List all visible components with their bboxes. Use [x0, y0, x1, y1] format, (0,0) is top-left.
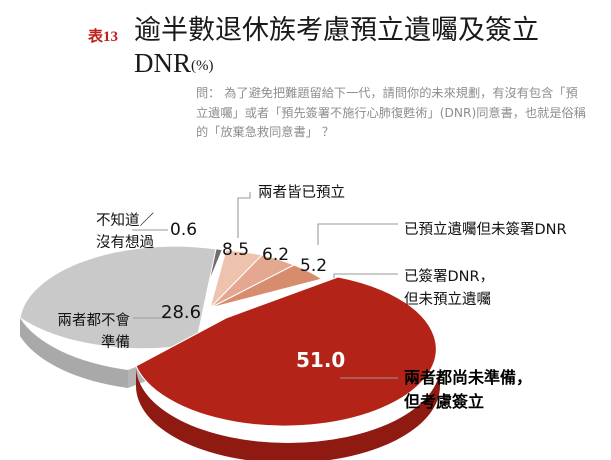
leader-lines: [132, 192, 398, 379]
value-neither-prepare: 28.6: [161, 302, 202, 323]
page-title-unit: (%): [191, 58, 214, 74]
page-title-text: 逾半數退休族考慮預立遺囑及簽立DNR: [134, 15, 539, 78]
slice-side-considering: [136, 366, 440, 460]
value-dnr-no-will: 5.2: [300, 256, 328, 276]
value-dont-know: 0.6: [170, 220, 198, 240]
leader-dnr-no-will: [333, 273, 398, 278]
label-dnr-no-will-line2: 但未預立遺囑: [404, 292, 491, 308]
label-considering: 兩者都尚未準備， 但考慮簽立: [404, 366, 609, 414]
label-considering-line1: 兩者都尚未準備，: [404, 368, 533, 387]
slice-dnr-no-will: [209, 264, 324, 309]
value-will-no-dnr: 6.2: [262, 245, 290, 265]
label-considering-line2: 但考慮簽立: [404, 392, 485, 411]
leader-both-done: [237, 192, 251, 238]
pie-chart: [0, 160, 611, 460]
label-dnr-no-will: 已簽署DNR， 但未預立遺囑: [404, 266, 604, 312]
slice-considering: [135, 276, 437, 427]
page-title: 逾半數退休族考慮預立遺囑及簽立DNR(%): [134, 14, 604, 83]
label-dont-know: 不知道／ 沒有想過: [36, 210, 154, 254]
pie-chart-svg: [19, 192, 440, 460]
survey-question: 問： 為了避免把難題留給下一代，請問你的未來規劃，有沒有包含「預立遺囑」或者「預…: [196, 86, 586, 139]
table-number-badge: 表13: [88, 29, 119, 45]
label-dnr-no-will-line1: 已簽署DNR，: [404, 269, 495, 285]
slice-neither-prepare: [19, 245, 217, 350]
label-neither-prepare: 兩者都不會 準備: [8, 310, 131, 354]
label-both-done: 兩者皆已預立: [258, 185, 345, 201]
label-neither-prepare-line1: 兩者都不會: [57, 313, 131, 329]
label-dont-know-line1: 不知道／: [96, 213, 154, 229]
value-both-done: 8.5: [222, 240, 250, 260]
leader-will-no-dnr: [317, 223, 398, 245]
label-neither-prepare-line2: 準備: [101, 335, 130, 351]
label-dont-know-line2: 沒有想過: [96, 235, 154, 251]
value-considering: 51.0: [296, 348, 346, 372]
label-will-no-dnr: 已預立遺囑但未簽署DNR: [404, 222, 567, 238]
